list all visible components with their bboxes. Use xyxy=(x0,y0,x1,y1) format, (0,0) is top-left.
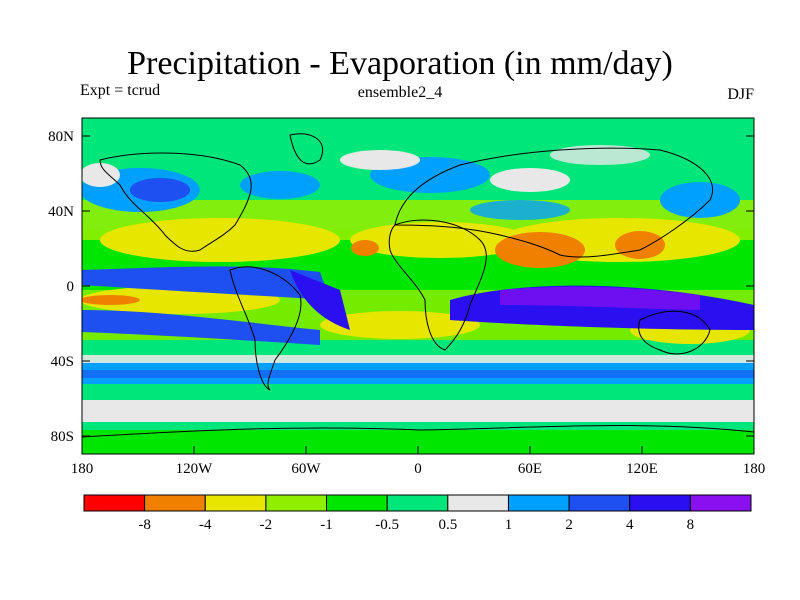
lat-label: 0 xyxy=(67,279,75,295)
colorbar-swatch xyxy=(568,494,631,512)
colorbar-swatch xyxy=(144,494,206,512)
colorbar-label: -0.5 xyxy=(375,517,399,533)
lon-label: 60E xyxy=(518,461,542,477)
lon-ticks xyxy=(81,446,755,454)
season-label: DJF xyxy=(727,86,754,103)
lat-label: 40N xyxy=(48,204,74,220)
experiment-label: Expt = tcrud xyxy=(80,82,161,99)
lon-label: 180 xyxy=(743,461,766,477)
colorbar-label: -2 xyxy=(260,517,273,533)
colorbar-swatch xyxy=(447,494,509,512)
lon-label: 120W xyxy=(176,461,214,477)
field-shading xyxy=(82,145,754,454)
lon-label: 180 xyxy=(71,461,94,477)
colorbar-label: 8 xyxy=(687,517,695,533)
ensemble-label: ensemble2_4 xyxy=(357,84,443,101)
lon-label: 0 xyxy=(414,461,422,477)
colorbar-label: -1 xyxy=(320,517,333,533)
colorbar-swatch xyxy=(689,494,752,512)
colorbar: -8 -4 -2 -1 -0.5 0.5 1 2 4 8 xyxy=(83,494,752,533)
lon-label: 120E xyxy=(626,461,658,477)
coastlines xyxy=(82,133,754,438)
colorbar-swatch xyxy=(507,494,570,512)
lat-label: 80N xyxy=(48,129,74,145)
lat-label: 40S xyxy=(51,354,74,370)
lat-ticks xyxy=(82,135,754,437)
colorbar-label: 1 xyxy=(505,517,513,533)
colorbar-label: 2 xyxy=(565,517,573,533)
lat-label: 80S xyxy=(51,429,74,445)
colorbar-label: 0.5 xyxy=(438,517,457,533)
colorbar-swatch xyxy=(326,494,388,512)
colorbar-swatch xyxy=(386,494,449,512)
colorbar-label: -4 xyxy=(199,517,212,533)
colorbar-swatch xyxy=(629,494,691,512)
colorbar-swatch xyxy=(265,494,328,512)
colorbar-swatch xyxy=(204,494,267,512)
colorbar-label: -8 xyxy=(138,517,151,533)
lon-label: 60W xyxy=(291,461,321,477)
colorbar-label: 4 xyxy=(626,517,634,533)
chart-title: Precipitation - Evaporation (in mm/day) xyxy=(127,45,673,82)
colorbar-swatch xyxy=(83,494,146,512)
